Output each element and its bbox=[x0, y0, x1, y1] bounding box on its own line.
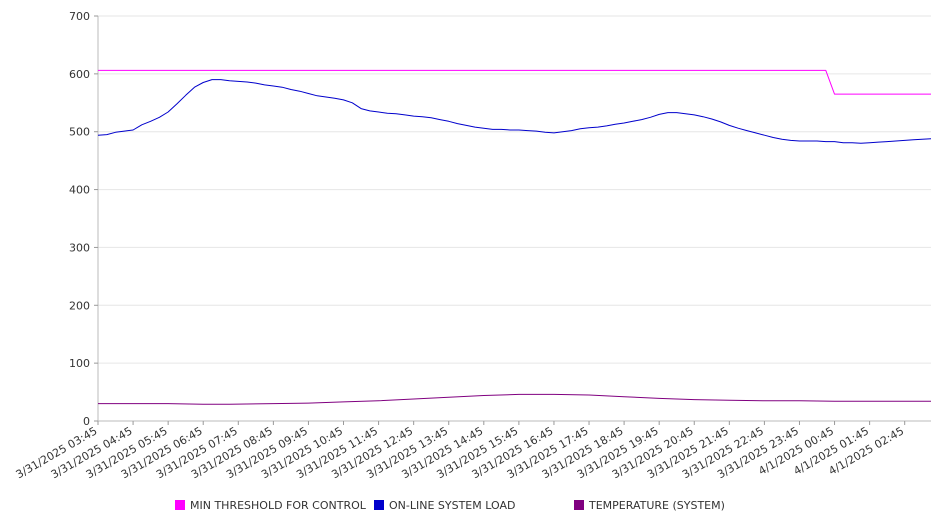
legend-swatch-system-load bbox=[374, 500, 384, 510]
gridlines bbox=[98, 15, 931, 364]
legend-item-system-load[interactable]: ON-LINE SYSTEM LOAD bbox=[374, 497, 515, 513]
axes bbox=[97, 16, 931, 422]
series-lines bbox=[97, 69, 932, 405]
legend-item-temperature[interactable]: TEMPERATURE (SYSTEM) bbox=[574, 497, 725, 513]
legend-swatch-min-threshold bbox=[175, 500, 185, 510]
legend-label-system-load: ON-LINE SYSTEM LOAD bbox=[389, 498, 516, 512]
y-tick-label: 200 bbox=[69, 299, 90, 312]
legend: MIN THRESHOLD FOR CONTROL ON-LINE SYSTEM… bbox=[0, 497, 946, 515]
y-tick-label: 300 bbox=[69, 241, 90, 254]
y-tick-label: 0 bbox=[83, 415, 90, 428]
legend-label-min-threshold: MIN THRESHOLD FOR CONTROL bbox=[190, 498, 366, 512]
legend-swatch-temperature bbox=[574, 500, 584, 510]
y-tick-label: 500 bbox=[69, 126, 90, 139]
legend-label-temperature: TEMPERATURE (SYSTEM) bbox=[589, 498, 725, 512]
x-axis-ticks: 3/31/2025 03:453/31/2025 04:453/31/2025 … bbox=[14, 421, 906, 481]
series-line-system-load bbox=[97, 79, 932, 144]
series-line-min-threshold bbox=[98, 69, 931, 95]
legend-item-min-threshold[interactable]: MIN THRESHOLD FOR CONTROL bbox=[175, 497, 366, 513]
y-tick-label: 100 bbox=[69, 357, 90, 370]
series-line-temperature bbox=[98, 393, 931, 405]
y-tick-label: 600 bbox=[69, 68, 90, 81]
y-axis-ticks: 0 100 200 300 400 500 600 700 bbox=[69, 10, 98, 428]
y-tick-label: 400 bbox=[69, 184, 90, 197]
y-tick-label: 700 bbox=[69, 10, 90, 23]
